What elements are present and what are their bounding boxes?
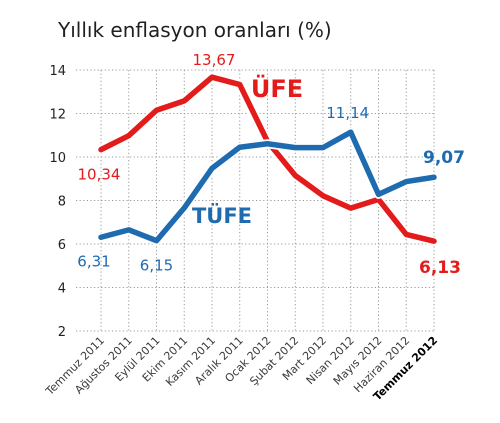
series-line-tufe bbox=[98, 129, 437, 244]
data-label-ufe: 6,13 bbox=[419, 258, 461, 278]
y-tick-label: 14 bbox=[49, 64, 66, 79]
data-label-ufe: 10,34 bbox=[78, 166, 121, 184]
y-tick-label: 2 bbox=[58, 325, 66, 340]
data-label-tufe: 6,15 bbox=[140, 257, 173, 275]
y-tick-label: 6 bbox=[58, 238, 66, 253]
y-tick-label: 4 bbox=[58, 282, 66, 297]
series-name-labels: ÜFE TÜFE bbox=[192, 73, 303, 228]
y-tick-label: 8 bbox=[58, 195, 66, 210]
data-label-tufe: 6,31 bbox=[77, 252, 110, 270]
data-label-tufe: 11,14 bbox=[326, 104, 369, 122]
data-value-labels: 10,34 13,67 6,13 6,31 6,15 11,14 9,07 bbox=[77, 51, 465, 278]
series-lines bbox=[96, 72, 439, 246]
data-label-tufe: 9,07 bbox=[423, 148, 465, 168]
vertical-category-lines bbox=[100, 70, 435, 331]
series-name-tufe: TÜFE bbox=[192, 203, 252, 228]
chart-title: Yıllık enflasyon oranları (%) bbox=[57, 18, 332, 42]
y-tick-label: 12 bbox=[49, 108, 66, 123]
y-tick-label: 10 bbox=[49, 151, 66, 166]
data-label-ufe: 13,67 bbox=[193, 51, 236, 69]
series-name-ufe: ÜFE bbox=[251, 73, 303, 103]
y-axis-tick-labels: 2 4 6 8 10 12 14 bbox=[49, 64, 66, 340]
